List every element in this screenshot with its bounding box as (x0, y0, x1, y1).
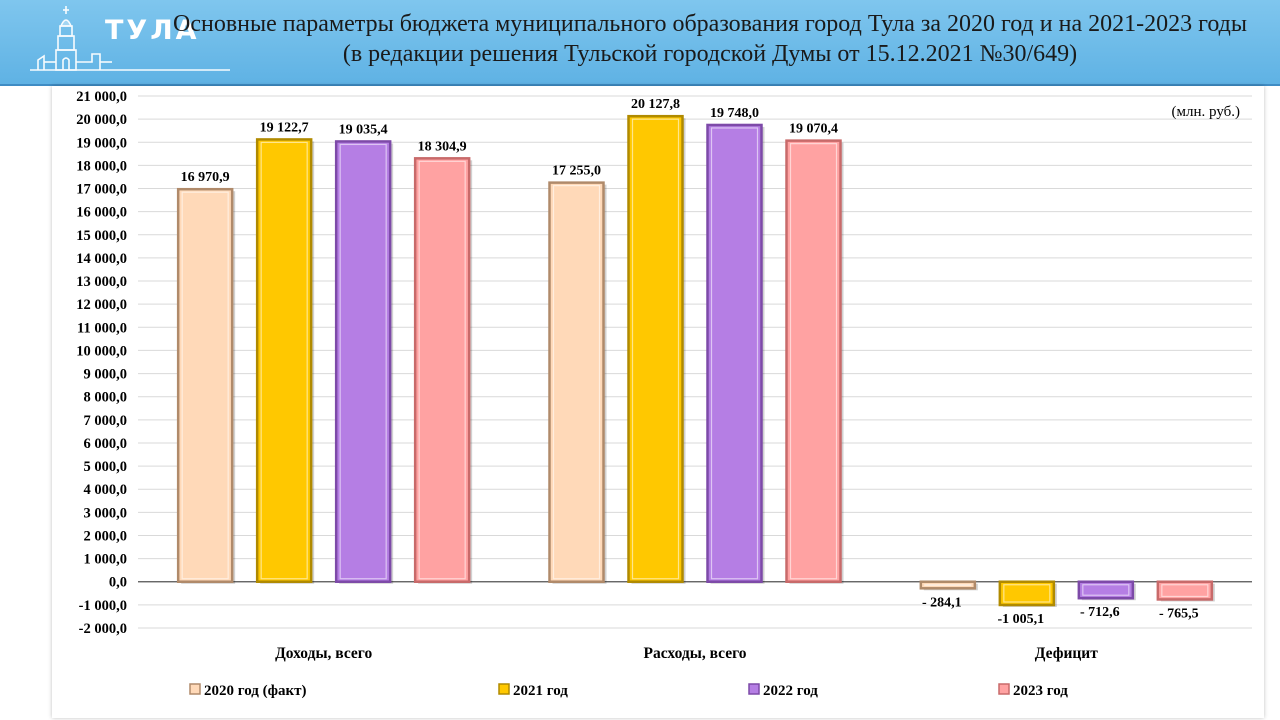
bar-highlight (260, 141, 308, 580)
bar (1156, 580, 1214, 601)
chart-area: -2 000,0 -1 000,0 0,0 1 000,0 2 000,0 3 000,0… (52, 86, 1264, 718)
data-label: 16 970,9 (181, 170, 230, 185)
category-label: Дефицит (1035, 645, 1098, 662)
y-tick-label: 4 000,0 (84, 482, 128, 498)
bar (998, 580, 1056, 607)
y-tick-label: 19 000,0 (76, 135, 127, 151)
data-label: 19 070,4 (789, 122, 838, 137)
bar (334, 140, 392, 583)
y-tick-label: 9 000,0 (84, 367, 128, 383)
title-line-2: (в редакции решения Тульской городской Д… (342, 41, 1078, 67)
bar (255, 138, 313, 583)
legend-swatch (498, 683, 510, 695)
legend-label: 2021 год (513, 683, 568, 699)
y-tick-label: 5 000,0 (84, 459, 128, 475)
y-tick-label: 12 000,0 (76, 297, 127, 313)
data-label: 19 035,4 (339, 122, 388, 137)
bar-highlight (789, 143, 838, 580)
y-tick-label: 2 000,0 (84, 528, 128, 544)
unit-label: (млн. руб.) (1172, 104, 1240, 120)
y-tick-label: 11 000,0 (77, 320, 127, 336)
page-title: Основные параметры бюджета муниципальног… (150, 9, 1270, 69)
bar-highlight (631, 118, 680, 580)
bar-highlight (181, 191, 229, 580)
bar-highlight (924, 584, 972, 586)
y-tick-label: 7 000,0 (84, 413, 128, 429)
y-tick-label: 6 000,0 (84, 436, 128, 452)
y-tick-label: 10 000,0 (76, 343, 127, 359)
bar-highlight (552, 185, 601, 580)
bar-highlight (1003, 584, 1051, 603)
y-tick-label: 3 000,0 (84, 505, 128, 521)
data-label: - 765,5 (1159, 606, 1199, 621)
y-tick-label: 1 000,0 (84, 552, 128, 568)
data-label: 19 122,7 (260, 120, 309, 135)
bar-highlight (710, 127, 759, 580)
bar (1077, 580, 1135, 600)
legend-swatch (998, 683, 1010, 695)
y-tick-label: 13 000,0 (76, 274, 127, 290)
legend-label: 2023 год (1013, 683, 1068, 699)
data-label: -1 005,1 (997, 612, 1044, 627)
data-label: - 712,6 (1080, 605, 1120, 620)
y-tick-label: -1 000,0 (79, 598, 127, 614)
logo-text: ТУЛА (105, 15, 200, 46)
y-tick-label: 15 000,0 (76, 228, 127, 244)
legend-swatch (748, 683, 760, 695)
budget-bar-chart: -2 000,0 -1 000,0 0,0 1 000,0 2 000,0 3 000,0… (76, 89, 1252, 699)
tula-logo (30, 6, 230, 71)
category-label: Доходы, всего (275, 645, 372, 662)
y-tick-label: 8 000,0 (84, 390, 128, 406)
data-label: 17 255,0 (552, 164, 601, 179)
title-line-1: Основные параметры бюджета муниципальног… (173, 11, 1247, 37)
data-label: 19 748,0 (710, 106, 759, 121)
bar (413, 157, 471, 583)
category-label: Расходы, всего (644, 645, 747, 662)
y-tick-label: 0,0 (109, 575, 127, 591)
data-label: 20 127,8 (631, 97, 680, 112)
bar (176, 187, 234, 583)
bar (785, 139, 842, 583)
data-label: - 284,1 (922, 595, 962, 610)
header-banner: ТУЛА Основные параметры бюджета муниципа… (0, 0, 1280, 86)
legend-label: 2022 год (763, 683, 818, 699)
y-tick-label: 16 000,0 (76, 205, 127, 221)
data-label: 18 304,9 (418, 139, 467, 154)
legend-label: 2020 год (факт) (204, 683, 306, 699)
bar-highlight (1082, 584, 1130, 596)
y-tick-label: -2 000,0 (79, 621, 127, 637)
bar-highlight (339, 143, 387, 580)
bar (706, 123, 763, 583)
bar (627, 114, 684, 583)
y-tick-label: 14 000,0 (76, 251, 127, 267)
legend-swatch (189, 683, 201, 695)
y-tick-label: 20 000,0 (76, 112, 127, 128)
y-tick-label: 17 000,0 (76, 182, 127, 198)
y-tick-label: 21 000,0 (76, 89, 127, 105)
y-tick-label: 18 000,0 (76, 158, 127, 174)
bar-highlight (1161, 584, 1209, 598)
bar-highlight (418, 160, 466, 580)
bar (548, 181, 605, 583)
